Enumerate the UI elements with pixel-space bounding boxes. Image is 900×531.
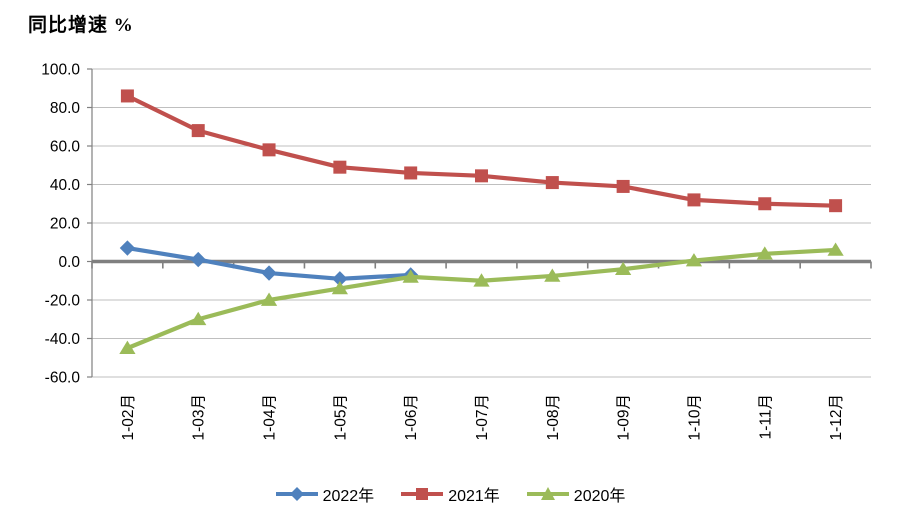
series-marker-2021年 [829,199,843,213]
series-marker-2021年 [475,169,488,183]
series-marker-2022年 [332,271,348,287]
series-marker-2020年 [827,242,844,256]
x-tick-label: 1-02月 [120,394,137,441]
series-marker-2020年 [685,253,703,267]
x-tick-label: 1-07月 [474,394,491,441]
legend-label: 2021年 [448,488,500,505]
series-marker-2022年 [119,240,136,256]
series-marker-2021年 [333,160,347,174]
y-tick-label: 100.0 [41,62,80,79]
y-tick-label: -40.0 [45,331,81,348]
x-tick-label: 1-11月 [757,394,774,439]
series-marker-2020年 [544,268,561,282]
y-tick-label: 20.0 [50,216,81,233]
x-tick-label: 1-06月 [403,394,420,441]
legend-marker-diamond-icon [275,487,318,501]
legend-label: 2022年 [322,488,375,505]
x-tick-label: 1-12月 [828,394,845,441]
x-tick-label: 1-10月 [686,394,703,441]
legend-item-2021年: 2021年 [400,482,500,506]
series-marker-2020年 [331,280,348,295]
series-marker-2021年 [687,193,701,207]
series-marker-2021年 [545,176,559,190]
series-marker-2022年 [190,251,206,268]
series-line-2021年 [125,93,838,208]
legend-marker-triangle-icon [526,487,569,500]
legend-item-2020年: 2020年 [526,482,626,506]
x-tick-label: 1-09月 [616,394,633,441]
y-tick-label: 40.0 [50,177,81,194]
chart-legend: 2022年 2021年 2020年 [0,482,900,506]
legend-label: 2020年 [573,488,626,505]
series-marker-2020年 [260,292,278,306]
x-tick-label: 1-05月 [332,394,349,441]
series-marker-2021年 [191,124,205,138]
series-marker-2020年 [615,261,632,276]
y-tick-label: -20.0 [45,293,81,310]
legend-item-2022年: 2022年 [275,482,375,506]
y-tick-label: -60.0 [45,370,81,387]
chart-title: 同比增速 % [28,15,134,36]
x-tick-label: 1-08月 [545,394,562,441]
y-tick-label: 80.0 [50,100,81,117]
y-tick-label: 0.0 [58,254,80,271]
series-marker-2022年 [261,265,277,281]
series-marker-2021年 [616,179,630,193]
series-marker-2020年 [190,311,207,326]
y-tick-label: 60.0 [50,139,81,156]
series-marker-2021年 [404,166,418,180]
series-marker-2021年 [758,197,772,211]
series-marker-2020年 [473,273,490,287]
series-marker-2020年 [402,269,419,283]
series-marker-2021年 [120,89,134,103]
series-marker-2020年 [119,340,136,354]
series-marker-2021年 [262,143,276,157]
x-tick-label: 1-04月 [262,394,279,441]
series-marker-2020年 [756,246,773,260]
x-tick-label: 1-03月 [191,394,208,441]
legend-marker-square-icon [401,488,444,500]
